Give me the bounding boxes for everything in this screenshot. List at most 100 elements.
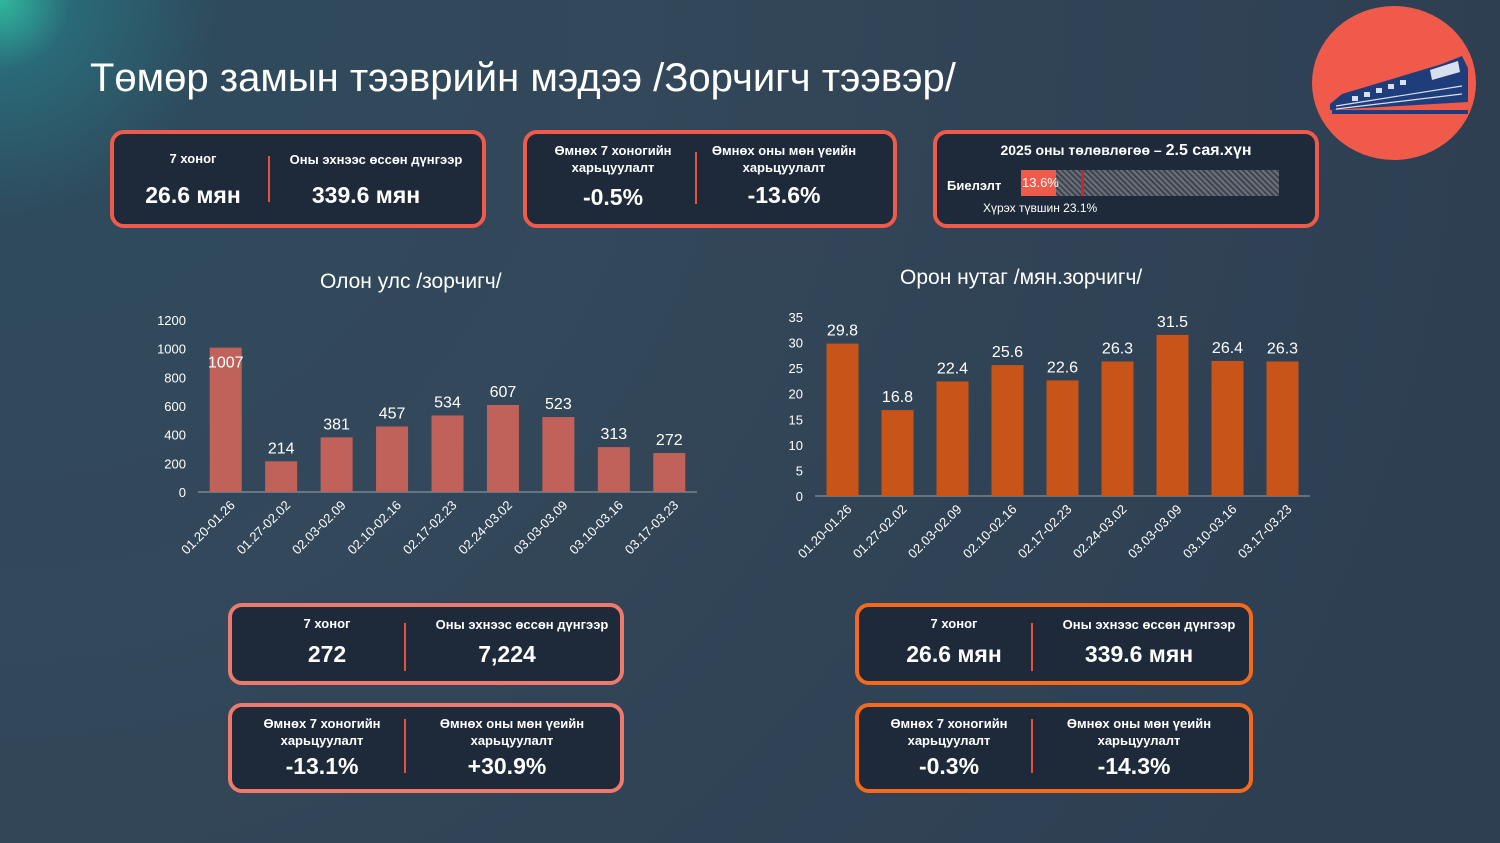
intl-ytick-label: 1000 [157, 342, 186, 357]
card-divider [268, 156, 270, 202]
domestic-bar [936, 381, 969, 496]
domestic-week-value: 26.6 мян [906, 641, 1002, 667]
page-title: Төмөр замын тээврийн мэдээ /Зорчигч тээв… [90, 56, 956, 100]
intl-value-label: 457 [379, 405, 406, 422]
intl-value-label: 523 [545, 396, 572, 413]
progress-text: 13.6% [1022, 175, 1059, 190]
domestic-bar [881, 410, 914, 496]
prev-week-value: -0.5% [582, 184, 644, 210]
domestic-ytick-label: 30 [789, 336, 803, 351]
intl-value-label: 607 [490, 384, 517, 401]
domestic-bar [991, 365, 1024, 496]
intl-value-label: 214 [268, 440, 295, 457]
domestic-category-label: 02.24-03.02 [1070, 502, 1130, 562]
domestic-ytick-label: 35 [789, 310, 803, 325]
card-divider [1031, 719, 1033, 773]
intl-ytick-label: 800 [164, 370, 186, 385]
intl-week-label: 7 хоног [303, 616, 351, 631]
intl-ytick-label: 400 [164, 428, 186, 443]
domestic-category-label: 02.17-02.23 [1015, 502, 1075, 562]
intl-bar [486, 404, 519, 492]
domestic-value-label: 31.5 [1157, 314, 1188, 331]
domestic-prev-week-label: Өмнөх 7 хоногийн харьцуулалт [890, 716, 1008, 748]
domestic-value-label: 22.6 [1047, 359, 1078, 376]
domestic-ytick-label: 10 [789, 438, 803, 453]
domestic-category-label: 02.10-02.16 [960, 502, 1020, 562]
domestic-category-label: 03.03-03.09 [1125, 502, 1185, 562]
intl-prev-year-label: Өмнөх оны мөн үеийн харьцуулалт [439, 716, 585, 748]
intl-comparison-card: Өмнөх 7 хоногийн харьцуулалт -13.1% Өмнөх… [228, 703, 624, 793]
card-divider [404, 719, 406, 773]
domestic-value-label: 29.8 [827, 323, 858, 340]
card-divider [1031, 623, 1033, 671]
intl-ytd-value: 7,224 [478, 641, 536, 667]
plan-card: 2025 оны төлөвлөгөө – 2.5 сая.хүн Биелэл… [933, 130, 1319, 228]
domestic-bar [1101, 361, 1134, 496]
domestic-prev-year-label: Өмнөх оны мөн үеийн харьцуулалт [1066, 716, 1212, 748]
domestic-bar [1211, 360, 1244, 496]
domestic-ytick-label: 5 [796, 463, 803, 478]
intl-bar [209, 347, 242, 492]
prev-year-label: Өмнөх оны мөн үеийн харьцуулалт [711, 143, 857, 175]
domestic-category-label: 03.17-03.23 [1235, 502, 1295, 562]
domestic-ytick-label: 0 [796, 489, 803, 504]
domestic-ytd-label: Оны эхнээс өссөн дүнгээр [1062, 617, 1236, 632]
intl-bar [265, 461, 298, 492]
intl-bar [542, 417, 575, 492]
domestic-bar [826, 343, 859, 496]
ytd-label: Оны эхнээс өссөн дүнгээр [289, 152, 463, 167]
intl-value-label: 313 [600, 426, 627, 443]
domestic-prev-week-value: -0.3% [918, 753, 980, 779]
domestic-value-label: 16.8 [882, 389, 913, 406]
intl-value-label: 272 [656, 432, 683, 449]
prev-year-value: -13.6% [747, 182, 821, 208]
domestic-category-label: 03.10-03.16 [1180, 502, 1240, 562]
domestic-week-ytd-card: 7 хоног 26.6 мян Оны эхнээс өссөн дүнгээ… [855, 603, 1253, 685]
intl-prev-week-value: -13.1% [285, 753, 359, 779]
domestic-bar-chart: 0 5 10 15 20 25 30 35 29.8 01.20-01.26 16.8 01.27-0… [789, 310, 1310, 562]
domestic-value-label: 26.3 [1267, 340, 1298, 357]
intl-bar [431, 415, 464, 492]
domestic-ytd-value: 339.6 мян [1084, 641, 1194, 667]
target-text: Хүрэх түвшин 23.1% [983, 201, 1098, 215]
domestic-bar [1156, 334, 1189, 496]
domestic-category-label: 01.20-01.26 [795, 502, 855, 562]
domestic-week-label: 7 хоног [930, 616, 978, 631]
intl-value-label: 534 [434, 394, 461, 411]
domestic-value-label: 26.3 [1102, 340, 1133, 357]
domestic-category-label: 02.03-02.09 [905, 502, 965, 562]
week-label: 7 хоног [169, 151, 217, 166]
intl-prev-year-value: +30.9% [467, 753, 547, 779]
target-marker [1080, 170, 1084, 196]
domestic-ytick-label: 15 [789, 412, 803, 427]
card-divider [404, 623, 406, 671]
week-value: 26.6 мян [145, 182, 241, 208]
domestic-bar [1046, 380, 1079, 496]
intl-prev-week-label: Өмнөх 7 хоногийн харьцуулалт [263, 716, 381, 748]
plan-title: 2025 оны төлөвлөгөө – 2.5 сая.хүн [1000, 142, 1252, 159]
intl-bar-chart: 020040060080010001200100701.20-01.262140… [157, 313, 697, 500]
ytd-value: 339.6 мян [311, 182, 421, 208]
summary-comparison-card: Өмнөх 7 хоногийн харьцуулалт -0.5% Өмнөх … [523, 130, 897, 228]
domestic-chart-title: Орон нутаг /мян.зорчигч/ [900, 266, 1143, 289]
intl-ytd-label: Оны эхнээс өссөн дүнгээр [435, 617, 609, 632]
intl-week-value: 272 [307, 641, 347, 667]
domestic-prev-year-value: -14.3% [1097, 753, 1171, 779]
summary-week-ytd-card: 7 хоног 26.6 мян Оны эхнээс өссөн дүнгээ… [110, 130, 486, 228]
domestic-value-label: 22.4 [937, 360, 968, 377]
intl-bar [320, 437, 353, 492]
intl-week-ytd-card: 7 хоног 272 Оны эхнээс өссөн дүнгээр 7,2… [228, 603, 624, 685]
train-icon [1330, 56, 1468, 114]
intl-chart-title: Олон улс /зорчигч/ [320, 270, 502, 293]
domestic-bar [1266, 361, 1299, 496]
intl-value-label: 381 [323, 416, 350, 433]
train-logo [1312, 6, 1476, 160]
domestic-value-label: 25.6 [992, 344, 1023, 361]
intl-bar [376, 426, 409, 492]
intl-value-label: 1007 [208, 355, 244, 372]
card-divider [695, 152, 697, 204]
progress-fill [1021, 170, 1057, 196]
domestic-category-label: 01.27-02.02 [850, 502, 910, 562]
intl-ytick-label: 0 [179, 485, 186, 500]
intl-ytick-label: 1200 [157, 313, 186, 328]
